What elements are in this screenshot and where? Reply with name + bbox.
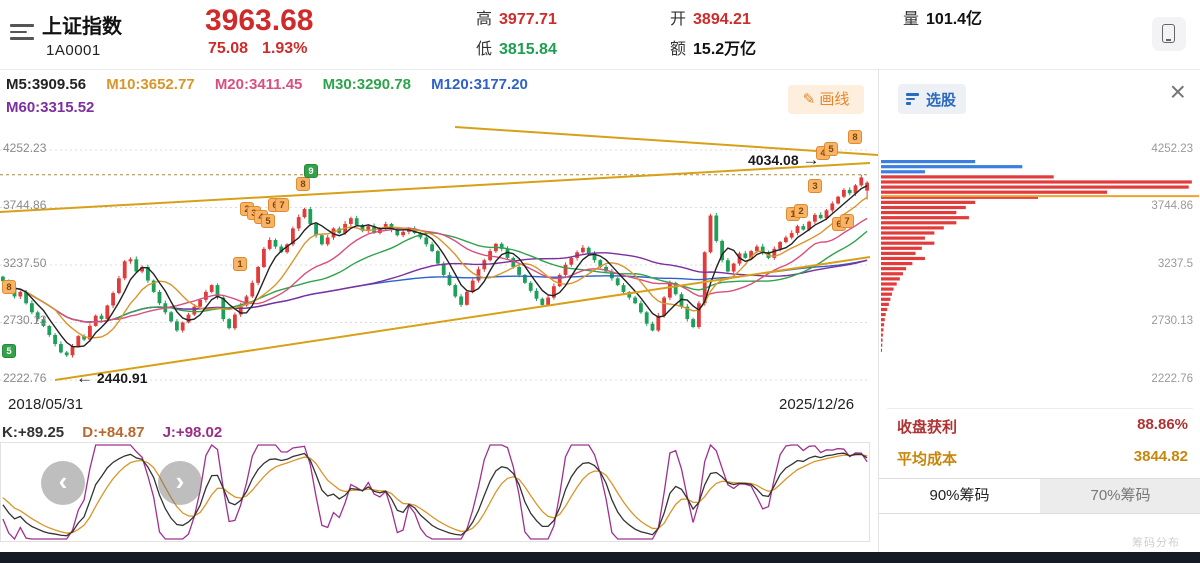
scroll-right-button[interactable]: › — [158, 461, 202, 505]
ma60-label: M60:3315.52 — [6, 99, 95, 116]
volume-column: 量 101.4亿 — [903, 5, 982, 35]
chip-range-tabs: 90%筹码 70%筹码 — [879, 478, 1200, 514]
ma30-label: M30:3290.78 — [322, 76, 411, 93]
volume-value: 101.4亿 — [926, 11, 983, 28]
open-label: 开 — [670, 11, 687, 28]
chip-axis-label: 2730.13 — [1151, 315, 1193, 327]
index-title: 上证指数 — [42, 16, 122, 38]
chip-axis-label: 2222.76 — [1151, 373, 1193, 385]
y-axis-label: 4252.23 — [3, 141, 47, 155]
filter-icon — [906, 91, 920, 107]
low-value: 3815.84 — [499, 41, 557, 58]
chip-distribution-panel: 选股 × 4252.23 3744.86 3237.5 2730.13 2222… — [878, 70, 1200, 553]
tab-70-percent-chips[interactable]: 70%筹码 — [1090, 487, 1151, 504]
chevron-right-icon: › — [175, 466, 185, 496]
peak-annotation: 4034.08 → — [748, 150, 820, 169]
change-percent: 1.93% — [262, 40, 308, 57]
ma-indicator-bar: M5:3909.56 M10:3652.77 M20:3411.45 M30:3… — [6, 76, 544, 93]
kdj-j-label: J:+98.02 — [162, 424, 223, 441]
date-end: 2025/12/26 — [779, 396, 855, 413]
chip-axis-label: 3744.86 — [1151, 200, 1193, 212]
left-arrow-icon: ← — [76, 368, 93, 387]
kdj-d-label: D:+84.87 — [82, 424, 145, 441]
system-bottom-bar — [0, 552, 1200, 563]
amount-value: 15.2万亿 — [693, 41, 757, 58]
kdj-k-label: K:+89.25 — [2, 424, 65, 441]
scroll-left-button[interactable]: ‹ — [41, 461, 85, 505]
avg-cost-label: 平均成本 — [897, 451, 958, 468]
kdj-indicator-labels: K:+89.25 D:+84.87 J:+98.02 — [2, 424, 236, 441]
high-value: 3977.71 — [499, 11, 557, 28]
low-annotation: ← 2440.91 — [76, 368, 148, 387]
change-value: 75.08 — [208, 40, 249, 57]
chip-axis-label: 4252.23 — [1151, 143, 1193, 155]
pencil-icon: ✎ — [802, 91, 816, 108]
ma20-label: M20:3411.45 — [214, 76, 303, 93]
y-axis-label: 2730.13 — [3, 313, 47, 327]
y-axis-label: 3237.50 — [3, 256, 47, 270]
tab-90-percent-chips[interactable]: 90%筹码 — [879, 479, 1040, 513]
chevron-left-icon: ‹ — [58, 466, 68, 496]
landscape-icon[interactable] — [1152, 17, 1186, 51]
profit-ratio-label: 收盘获利 — [897, 419, 958, 436]
avg-cost-value: 3844.82 — [1133, 448, 1188, 465]
date-start: 2018/05/31 — [8, 396, 84, 413]
price-change: 75.08 1.93% — [208, 40, 321, 58]
low-label: 低 — [476, 41, 493, 58]
chip-axis-label: 3237.5 — [1157, 258, 1193, 270]
candlestick-chart[interactable] — [0, 118, 878, 395]
high-label: 高 — [476, 11, 493, 28]
amount-label: 额 — [670, 41, 687, 58]
menu-icon[interactable] — [10, 24, 34, 42]
index-code: 1A0001 — [46, 42, 101, 59]
profit-ratio-value: 88.86% — [1137, 416, 1188, 433]
draw-line-button[interactable]: ✎ 画线 — [788, 85, 864, 114]
ma5-label: M5:3909.56 — [6, 76, 87, 93]
volume-label: 量 — [903, 11, 920, 28]
y-axis-label: 2222.76 — [3, 371, 47, 385]
close-icon[interactable]: × — [1169, 76, 1186, 107]
ma120-label: M120:3177.20 — [431, 76, 528, 93]
watermark-text: 筹码分布 — [1132, 537, 1180, 549]
chip-distribution-chart — [881, 159, 1199, 352]
open-value: 3894.21 — [693, 11, 751, 28]
divider — [887, 408, 1193, 409]
high-low-column: 高 3977.71 低 3815.84 — [476, 5, 557, 65]
y-axis-label: 3744.86 — [3, 198, 47, 212]
ma10-label: M10:3652.77 — [106, 76, 195, 93]
kdj-chart[interactable] — [0, 442, 872, 542]
header: 上证指数 1A0001 3963.68 75.08 1.93% 高 3977.71 … — [0, 0, 1200, 70]
open-amount-column: 开 3894.21 额 15.2万亿 — [670, 5, 756, 65]
right-arrow-icon: → — [802, 150, 820, 169]
last-price: 3963.68 — [205, 4, 314, 37]
stock-select-button[interactable]: 选股 — [898, 84, 967, 114]
